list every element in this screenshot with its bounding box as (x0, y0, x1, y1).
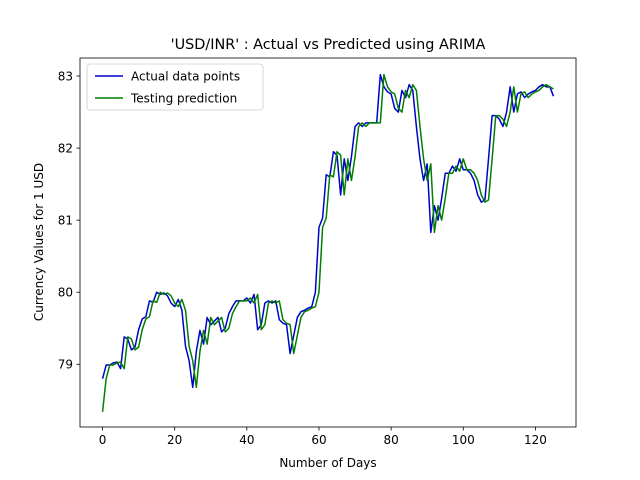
x-tick-label: 60 (311, 433, 326, 447)
series-line-prediction (101, 73, 554, 412)
x-tick-label: 20 (167, 433, 182, 447)
y-tick-label: 81 (58, 213, 73, 227)
legend-label-prediction: Testing prediction (130, 92, 237, 106)
legend-label-actual: Actual data points (131, 70, 240, 84)
y-tick-label: 79 (58, 358, 73, 372)
x-tick-label: 100 (452, 433, 475, 447)
x-tick-label: 0 (99, 433, 107, 447)
plot-frame (79, 57, 577, 428)
x-tick-label: 40 (239, 433, 254, 447)
x-tick-label: 80 (383, 433, 398, 447)
plot-area (101, 73, 555, 412)
y-tick-label: 83 (58, 69, 73, 83)
series-line-actual (101, 73, 555, 389)
chart-title: 'USD/INR' : Actual vs Predicted using AR… (171, 37, 486, 53)
legend-box (86, 63, 264, 111)
y-tick-label: 80 (58, 286, 73, 300)
x-axis: 0 20 40 60 80 100 120 (99, 427, 547, 447)
y-tick-label: 82 (58, 141, 73, 155)
x-tick-label: 120 (524, 433, 547, 447)
y-axis-label: Currency Values for 1 USD (32, 163, 46, 321)
legend: Actual data points Testing prediction (86, 63, 264, 111)
y-axis: 79 80 81 82 83 (58, 69, 80, 372)
x-axis-label: Number of Days (279, 456, 376, 470)
